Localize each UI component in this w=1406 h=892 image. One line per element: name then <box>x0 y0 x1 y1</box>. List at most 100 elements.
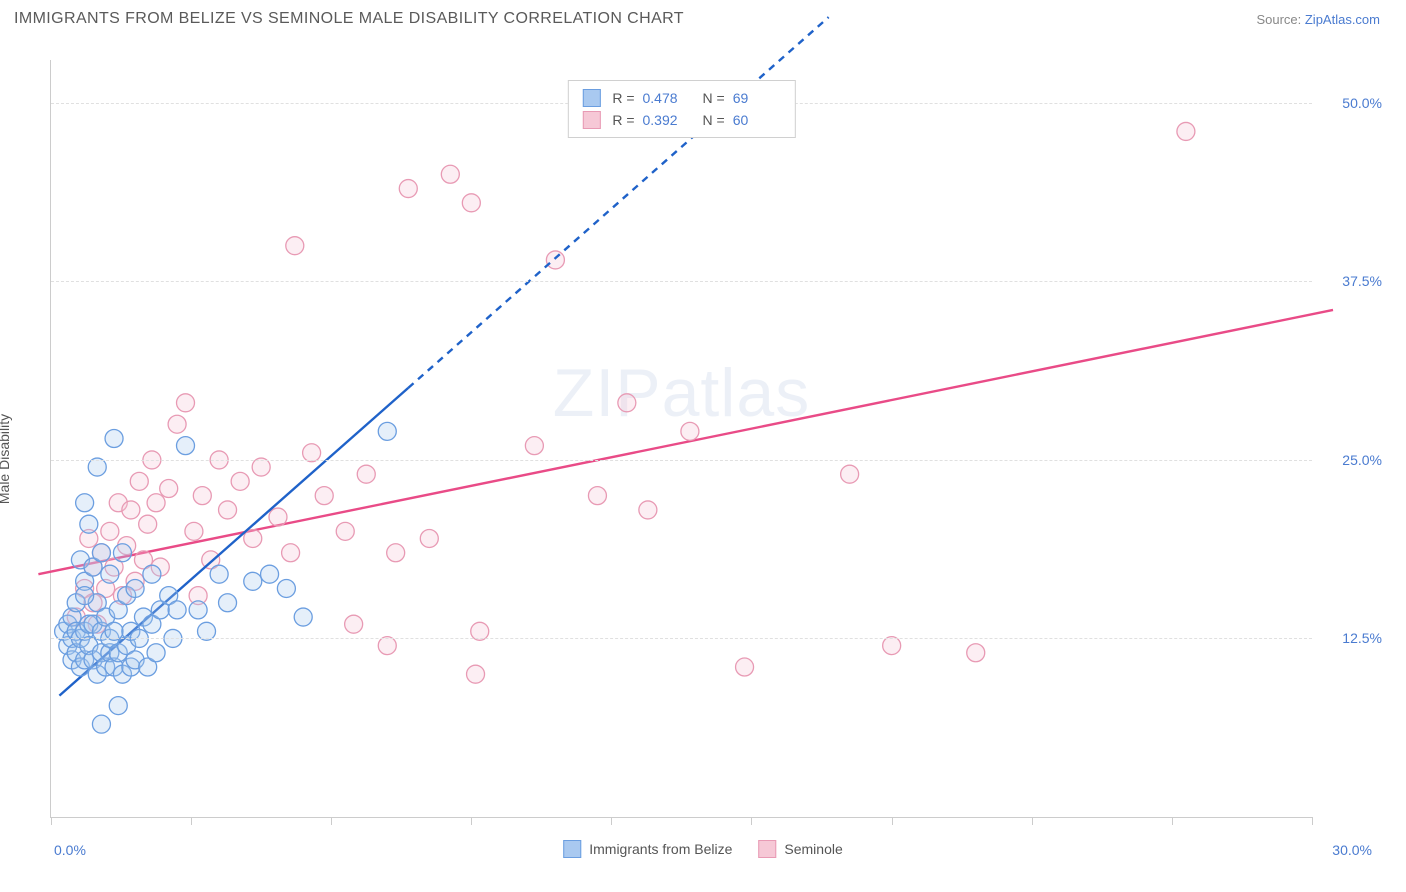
data-point <box>122 501 140 519</box>
data-point <box>92 544 110 562</box>
r-label-1: R = <box>612 112 634 128</box>
data-point <box>525 437 543 455</box>
legend-bottom-label-1: Seminole <box>784 841 842 857</box>
data-point <box>210 565 228 583</box>
data-point <box>378 422 396 440</box>
data-point <box>185 522 203 540</box>
correlation-legend: R = 0.478 N = 69 R = 0.392 N = 60 <box>567 80 795 138</box>
gridline-h <box>51 281 1312 282</box>
data-point <box>160 479 178 497</box>
data-point <box>189 601 207 619</box>
legend-swatch-0 <box>582 89 600 107</box>
data-point <box>143 565 161 583</box>
data-point <box>588 487 606 505</box>
y-tick-label: 37.5% <box>1322 273 1382 289</box>
data-point <box>345 615 363 633</box>
data-point <box>399 180 417 198</box>
data-point <box>282 544 300 562</box>
data-point <box>841 465 859 483</box>
legend-item-1: Seminole <box>758 840 842 858</box>
legend-row-series-1: R = 0.392 N = 60 <box>582 109 780 131</box>
data-point <box>1177 122 1195 140</box>
source-prefix: Source: <box>1256 12 1304 27</box>
data-point <box>113 544 131 562</box>
n-value-1: 60 <box>733 112 781 128</box>
data-point <box>387 544 405 562</box>
data-point <box>80 515 98 533</box>
data-point <box>147 644 165 662</box>
data-point <box>76 587 94 605</box>
n-label-0: N = <box>703 90 725 106</box>
data-point <box>177 394 195 412</box>
r-label-0: R = <box>612 90 634 106</box>
source-attribution: Source: ZipAtlas.com <box>1256 12 1380 27</box>
chart-header: IMMIGRANTS FROM BELIZE VS SEMINOLE MALE … <box>0 0 1406 34</box>
r-value-1: 0.392 <box>643 112 691 128</box>
scatter-svg <box>51 60 1312 817</box>
data-point <box>244 572 262 590</box>
x-tick <box>1032 817 1033 825</box>
legend-row-series-0: R = 0.478 N = 69 <box>582 87 780 109</box>
x-tick <box>611 817 612 825</box>
data-point <box>193 487 211 505</box>
chart-title: IMMIGRANTS FROM BELIZE VS SEMINOLE MALE … <box>14 10 684 28</box>
data-point <box>231 472 249 490</box>
data-point <box>967 644 985 662</box>
data-point <box>219 501 237 519</box>
source-link[interactable]: ZipAtlas.com <box>1305 12 1380 27</box>
data-point <box>618 394 636 412</box>
gridline-h <box>51 460 1312 461</box>
data-point <box>177 437 195 455</box>
data-point <box>92 715 110 733</box>
y-tick-label: 12.5% <box>1322 630 1382 646</box>
x-tick <box>191 817 192 825</box>
legend-swatch-1 <box>582 111 600 129</box>
x-tick <box>751 817 752 825</box>
data-point <box>294 608 312 626</box>
data-point <box>420 529 438 547</box>
data-point <box>639 501 657 519</box>
data-point <box>315 487 333 505</box>
legend-item-0: Immigrants from Belize <box>563 840 732 858</box>
legend-bottom-swatch-1 <box>758 840 776 858</box>
data-point <box>139 515 157 533</box>
data-point <box>76 494 94 512</box>
x-axis-min-label: 0.0% <box>54 842 86 858</box>
data-point <box>441 165 459 183</box>
y-axis-title: Male Disability <box>0 414 12 504</box>
data-point <box>109 697 127 715</box>
data-point <box>357 465 375 483</box>
r-value-0: 0.478 <box>643 90 691 106</box>
data-point <box>462 194 480 212</box>
data-point <box>269 508 287 526</box>
data-point <box>101 565 119 583</box>
data-point <box>219 594 237 612</box>
legend-bottom-label-0: Immigrants from Belize <box>589 841 732 857</box>
data-point <box>126 579 144 597</box>
data-point <box>467 665 485 683</box>
data-point <box>130 472 148 490</box>
x-axis-max-label: 30.0% <box>1332 842 1372 858</box>
data-point <box>168 601 186 619</box>
chart-container: Male Disability ZIPatlas R = 0.478 N = 6… <box>14 46 1392 872</box>
data-point <box>736 658 754 676</box>
data-point <box>336 522 354 540</box>
x-tick <box>892 817 893 825</box>
y-tick-label: 25.0% <box>1322 452 1382 468</box>
data-point <box>147 494 165 512</box>
x-tick <box>51 817 52 825</box>
n-label-1: N = <box>703 112 725 128</box>
plot-area: ZIPatlas R = 0.478 N = 69 R = 0.392 N = … <box>50 60 1312 818</box>
gridline-h <box>51 638 1312 639</box>
data-point <box>546 251 564 269</box>
y-tick-label: 50.0% <box>1322 95 1382 111</box>
x-tick <box>471 817 472 825</box>
data-point <box>261 565 279 583</box>
data-point <box>286 237 304 255</box>
data-point <box>277 579 295 597</box>
x-tick <box>331 817 332 825</box>
series-legend: Immigrants from Belize Seminole <box>563 840 843 858</box>
data-point <box>105 430 123 448</box>
x-tick <box>1312 817 1313 825</box>
data-point <box>681 422 699 440</box>
